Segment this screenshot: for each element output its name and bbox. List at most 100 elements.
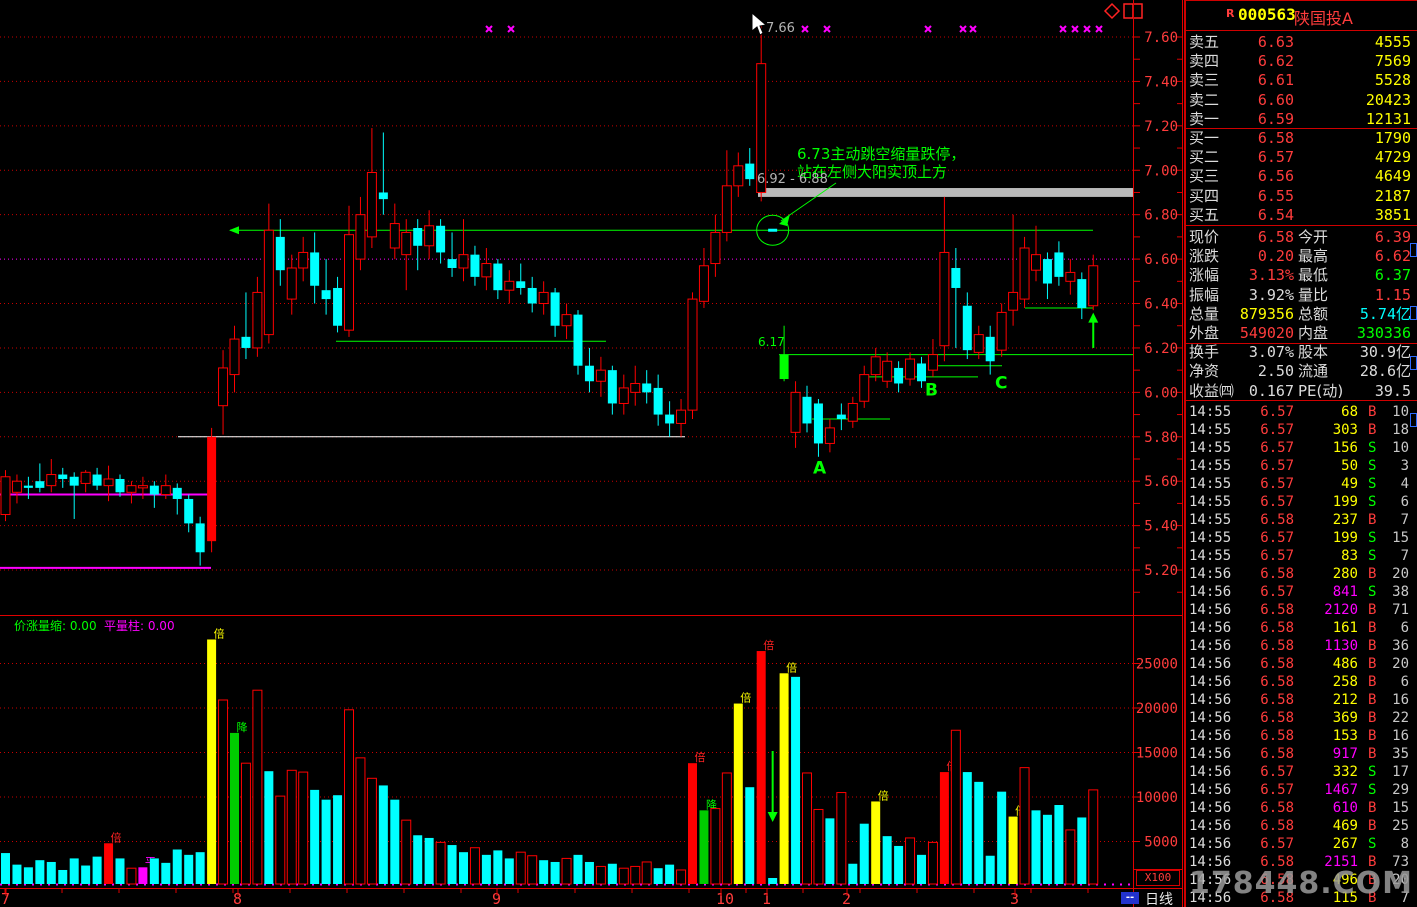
panel-resize-mark[interactable] — [1410, 413, 1417, 427]
candle-up — [927, 354, 938, 371]
horizontal-scrollbar-thumb[interactable]: -- — [1121, 892, 1139, 904]
panel-resize-mark[interactable] — [1410, 356, 1417, 370]
bid-row[interactable]: 买二 6.57 4729 — [1186, 148, 1417, 167]
volume-bar — [459, 852, 468, 884]
volume-bar-up — [240, 762, 251, 885]
candle-up — [847, 402, 858, 422]
tick-volume: 237 — [1332, 512, 1358, 528]
tick-count: 6 — [1400, 620, 1409, 636]
volume-axis-label: 10000 — [1136, 790, 1178, 806]
tick-direction: S — [1368, 836, 1377, 852]
tick-volume: 115 — [1332, 890, 1358, 906]
panel-resize-mark[interactable] — [1410, 243, 1417, 257]
diamond-icon[interactable] — [1103, 2, 1121, 20]
stock-title-bar[interactable]: R 000563 陕国投A — [1186, 0, 1417, 30]
candle-up — [676, 409, 687, 424]
ob-price: 6.61 — [1257, 71, 1294, 90]
alert-x-marker — [969, 25, 977, 33]
ask-row[interactable]: 卖五 6.63 4555 — [1186, 33, 1417, 52]
candle-up — [103, 478, 114, 487]
alert-x-marker — [1071, 25, 1079, 33]
candle-down — [584, 365, 594, 382]
bid-row[interactable]: 买五 6.54 3851 — [1186, 206, 1417, 225]
panel-resize-mark[interactable] — [1410, 306, 1417, 320]
volume-bar — [1077, 817, 1087, 884]
indicator-label-price-up-vol-shrink: 价涨量缩: 0.00 — [14, 619, 97, 633]
gap-zone-bar — [758, 188, 1133, 197]
volume-bar — [607, 863, 617, 884]
candle-up — [252, 291, 263, 349]
candle-down — [149, 485, 159, 495]
quote-label: 股本 — [1298, 343, 1329, 362]
candle-down — [69, 476, 79, 486]
pointer-arrowhead — [779, 214, 790, 226]
volume-bar-up — [126, 867, 137, 885]
tick-time: 14:55 — [1189, 530, 1232, 546]
candle-up — [286, 267, 297, 300]
tick-count: 18 — [1392, 422, 1409, 438]
period-tab-daily[interactable]: 日线 — [1145, 892, 1173, 907]
price-axis-label: 7.60 — [1144, 30, 1178, 46]
volume-flag-label: 倍 — [740, 691, 751, 705]
bid-row[interactable]: 买三 6.56 4649 — [1186, 167, 1417, 186]
candle-down — [447, 259, 457, 268]
tick-price: 6.58 — [1260, 746, 1294, 762]
tick-direction: B — [1368, 602, 1377, 618]
tick-direction: S — [1368, 530, 1377, 546]
volume-axis-label: 15000 — [1136, 746, 1178, 762]
candle-down — [1077, 279, 1087, 308]
candle-down — [951, 267, 961, 288]
quote-value: 2.50 — [1257, 362, 1294, 381]
candle-up — [824, 427, 835, 444]
price-axis-label: 6.20 — [1144, 341, 1178, 357]
tick-price: 6.58 — [1260, 710, 1294, 726]
candle-up — [973, 334, 984, 353]
quote-value: 3.07% — [1248, 343, 1294, 362]
candle-down — [172, 487, 182, 499]
candle-up — [298, 251, 309, 269]
ob-level-label: 买四 — [1189, 186, 1220, 205]
ob-volume: 4729 — [1374, 148, 1411, 167]
tick-count: 29 — [1392, 782, 1409, 798]
price-axis-label: 7.40 — [1144, 74, 1178, 90]
volume-unit-label: X100 — [1136, 870, 1180, 886]
volume-bar — [504, 858, 514, 884]
candle-limit-down — [779, 354, 789, 380]
volume-bar — [333, 795, 343, 884]
tick-time: 14:56 — [1189, 818, 1232, 834]
price-volume-chart[interactable]: 7.60 7.40 7.20 7.00 6.80 6.60 6.40 6.20 6.00 5.80… — [0, 0, 1184, 907]
quote-label: 现价 — [1189, 228, 1220, 246]
tick-row: 14:56 6.58 917 B 35 — [1186, 745, 1417, 763]
quote-label: 外盘 — [1189, 324, 1220, 342]
circle-annotation — [756, 214, 790, 246]
quote-value: 0.167 — [1248, 381, 1294, 400]
tick-direction: B — [1368, 566, 1377, 582]
volume-bar — [1042, 814, 1052, 884]
ask-row[interactable]: 卖一 6.59 12131 — [1186, 110, 1417, 129]
volume-bar — [81, 865, 91, 884]
volume-flag-label: 倍 — [214, 626, 225, 640]
candle-up — [595, 369, 606, 382]
candle-up — [46, 474, 57, 487]
candle-up — [160, 485, 171, 496]
ask-row[interactable]: 卖四 6.62 7569 — [1186, 52, 1417, 71]
tick-direction: B — [1368, 692, 1377, 708]
bid-row[interactable]: 买四 6.55 2187 — [1186, 187, 1417, 206]
quote-label: 内盘 — [1298, 324, 1329, 342]
tick-row: 14:55 6.57 49 S 4 — [1186, 475, 1417, 493]
tick-time: 14:55 — [1189, 476, 1232, 492]
tick-price: 6.57 — [1260, 584, 1294, 600]
ask-row[interactable]: 卖三 6.61 5528 — [1186, 71, 1417, 90]
tick-time: 14:56 — [1189, 890, 1232, 906]
volume-bar-up — [1019, 767, 1030, 885]
ob-price: 6.59 — [1257, 109, 1294, 128]
ob-price: 6.57 — [1257, 148, 1294, 167]
tick-row: 14:55 6.57 83 S 7 — [1186, 547, 1417, 565]
volume-bar — [184, 854, 194, 884]
volume-flag-label: 降 — [237, 720, 248, 734]
bid-row[interactable]: 买一 6.58 1790 — [1186, 129, 1417, 148]
ask-row[interactable]: 卖二 6.60 20423 — [1186, 91, 1417, 110]
tick-direction: B — [1368, 512, 1377, 528]
candle-down — [23, 485, 33, 488]
divider — [1186, 225, 1417, 226]
